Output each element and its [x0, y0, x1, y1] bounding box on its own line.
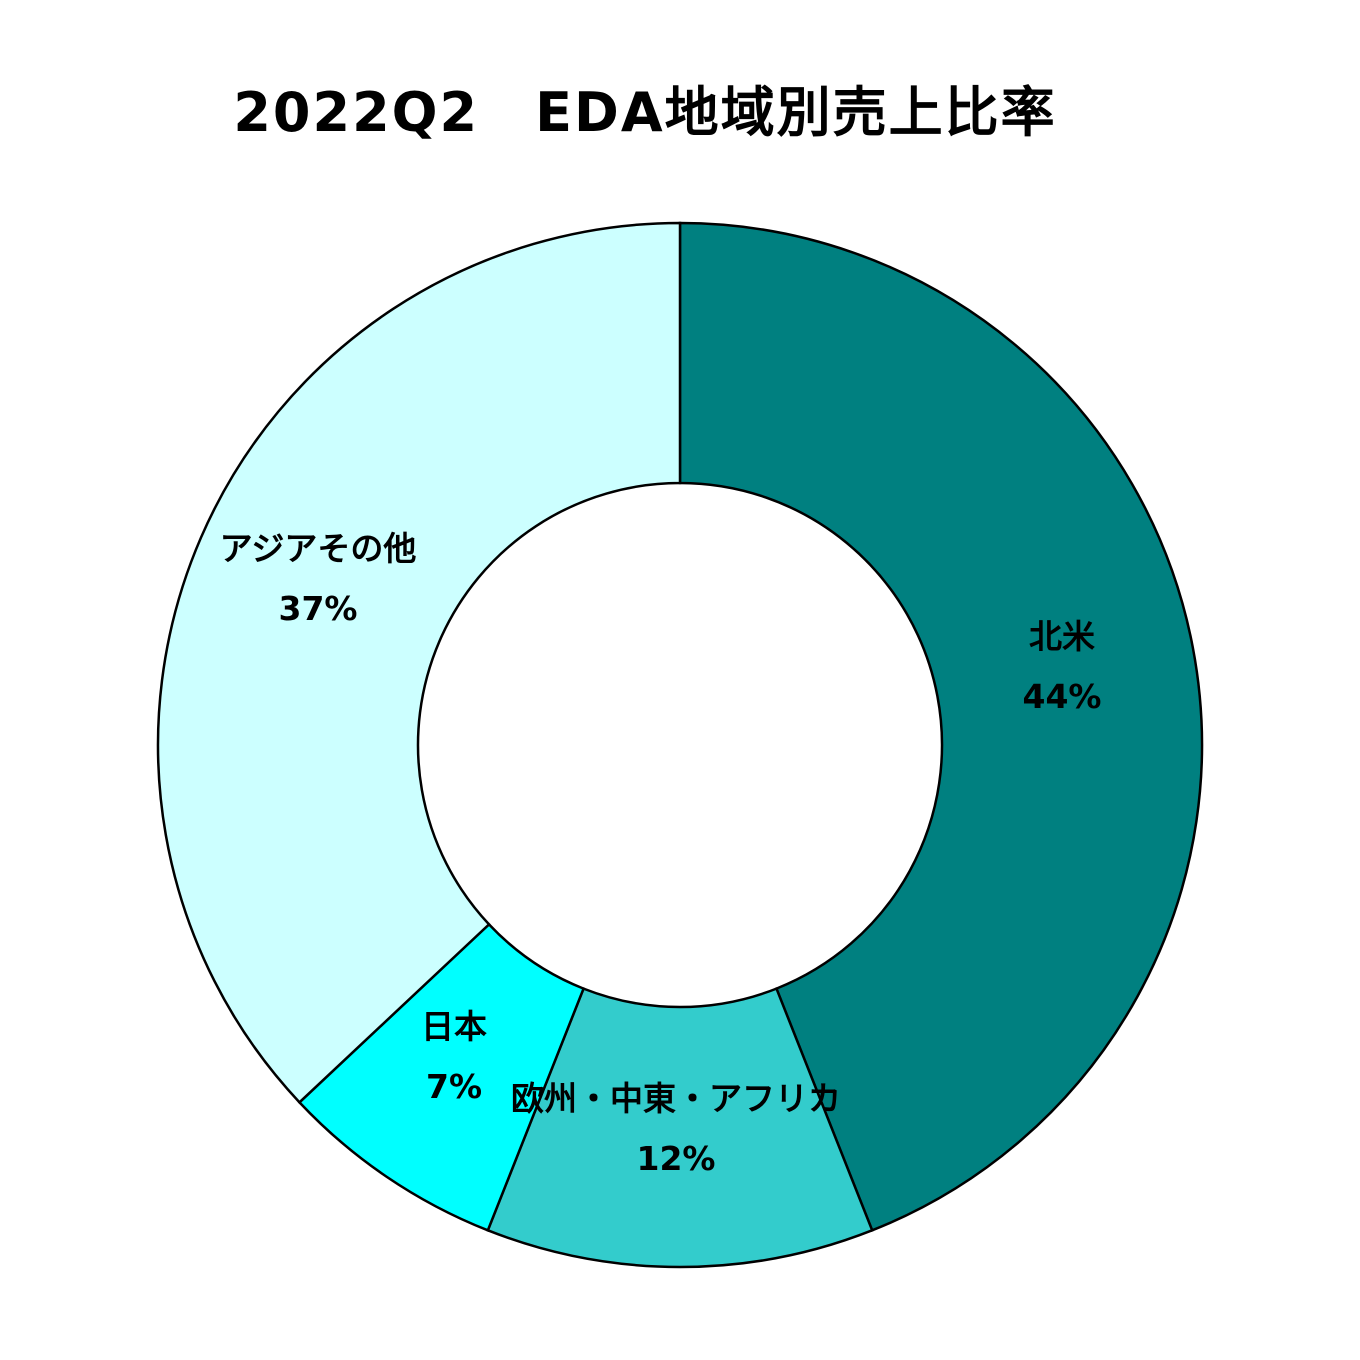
slice-name-label-1: 北米: [1029, 617, 1095, 656]
donut-labels: 北米 44% 欧州・中東・アフリカ 12% 日本 7% アジアその他 37%: [220, 529, 1102, 1178]
donut-slice-1: [678, 221, 1204, 1232]
slice-name-label-2: 欧州・中東・アフリカ: [511, 1079, 841, 1118]
donut-slice-4: [156, 221, 682, 1105]
slice-value-label-2: 12%: [637, 1139, 716, 1178]
slice-value-label-4: 37%: [279, 589, 358, 628]
slice-name-label-3: 日本: [421, 1007, 487, 1046]
donut-slices: [156, 221, 1204, 1269]
slice-value-label-1: 44%: [1023, 677, 1102, 716]
chart-title: 2022Q2 EDA地域別売上比率: [233, 81, 1057, 144]
slice-name-label-4: アジアその他: [220, 529, 417, 568]
slice-value-label-3: 7%: [426, 1067, 482, 1106]
donut-slice-2: [486, 986, 874, 1269]
